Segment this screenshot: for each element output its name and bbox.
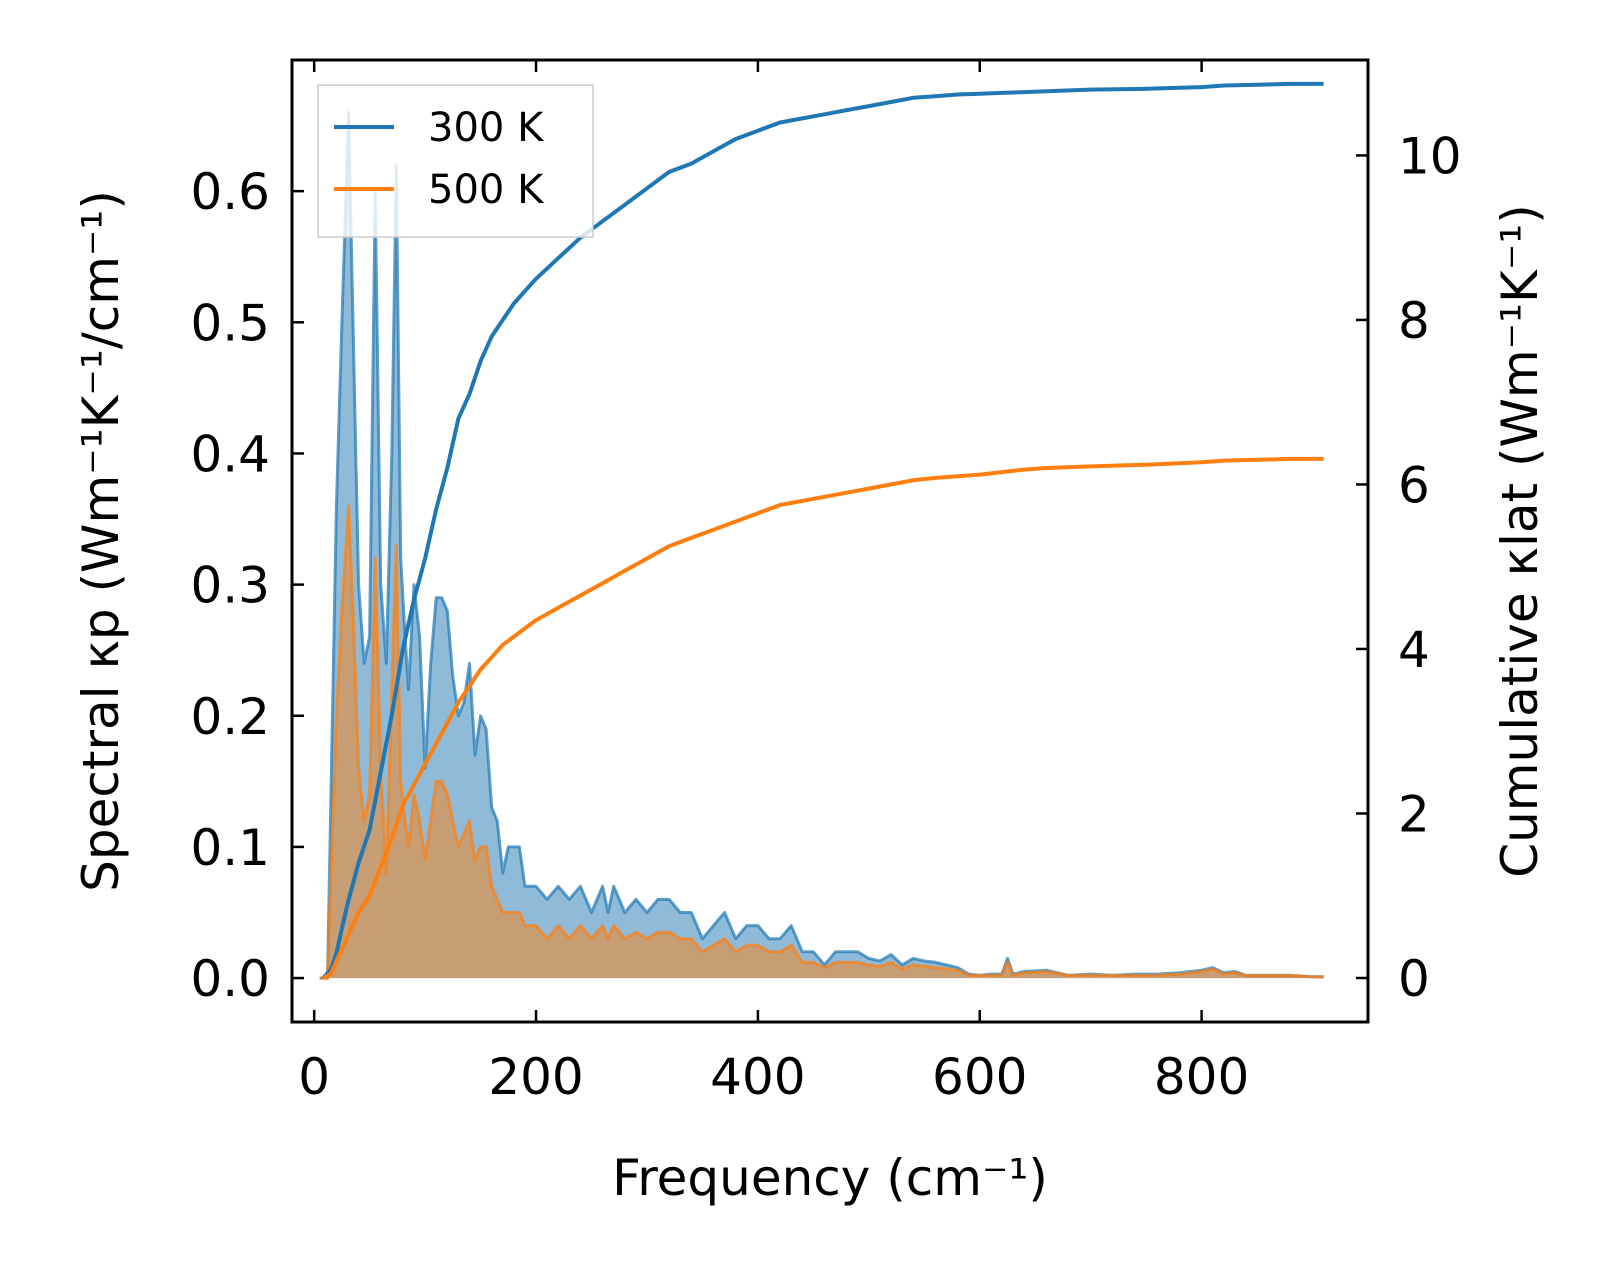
- legend-label-500k: 500 K: [428, 167, 545, 213]
- y-right-tick-label: 0: [1398, 950, 1430, 1008]
- y-right-tick-label: 8: [1398, 292, 1430, 350]
- plot-frame: [290, 58, 1370, 1024]
- y-left-tick-label: 0.5: [190, 294, 270, 352]
- spectral-line-500k: [319, 504, 1324, 980]
- y-left-tick-label: 0.0: [190, 950, 270, 1008]
- cumulative-line-300k: [321, 81, 1324, 980]
- y-right-tick-label: 4: [1398, 621, 1430, 679]
- y-right-tick-label: 10: [1398, 127, 1462, 185]
- x-tick-label: 600: [932, 1048, 1027, 1106]
- legend: 300 K 500 K: [317, 84, 594, 238]
- cumulative-line-500k: [322, 456, 1324, 980]
- x-tick-label: 800: [1154, 1048, 1249, 1106]
- y-right-tick-label: 6: [1398, 456, 1430, 514]
- plot-area: [319, 81, 1324, 980]
- axes-ticks: 0 200 400 600 800 0.0 0.1 0.2 0.3 0.4 0.5 0.6 0 2 4 6 8 1…: [190, 60, 1462, 1106]
- legend-box: [317, 84, 594, 238]
- y-left-tick-label: 0.2: [190, 688, 270, 746]
- y-left-tick-label: 0.1: [190, 819, 270, 877]
- y-left-tick-label: 0.6: [190, 163, 270, 221]
- x-axis-title: Frequency (cm⁻¹): [612, 1149, 1048, 1207]
- spectral-area-500k: [319, 505, 1324, 979]
- legend-label-300k: 300 K: [428, 105, 545, 151]
- y-left-tick-label: 0.3: [190, 557, 270, 615]
- x-tick-label: 0: [298, 1048, 330, 1106]
- y-right-tick-label: 2: [1398, 785, 1430, 843]
- y-right-axis-title: Cumulative κlat (Wm⁻¹K⁻¹): [1491, 204, 1549, 878]
- x-tick-label: 400: [710, 1048, 805, 1106]
- x-tick-label: 200: [488, 1048, 583, 1106]
- y-left-axis-title: Spectral κp (Wm⁻¹K⁻¹/cm⁻¹): [72, 190, 130, 892]
- y-left-tick-label: 0.4: [190, 425, 270, 483]
